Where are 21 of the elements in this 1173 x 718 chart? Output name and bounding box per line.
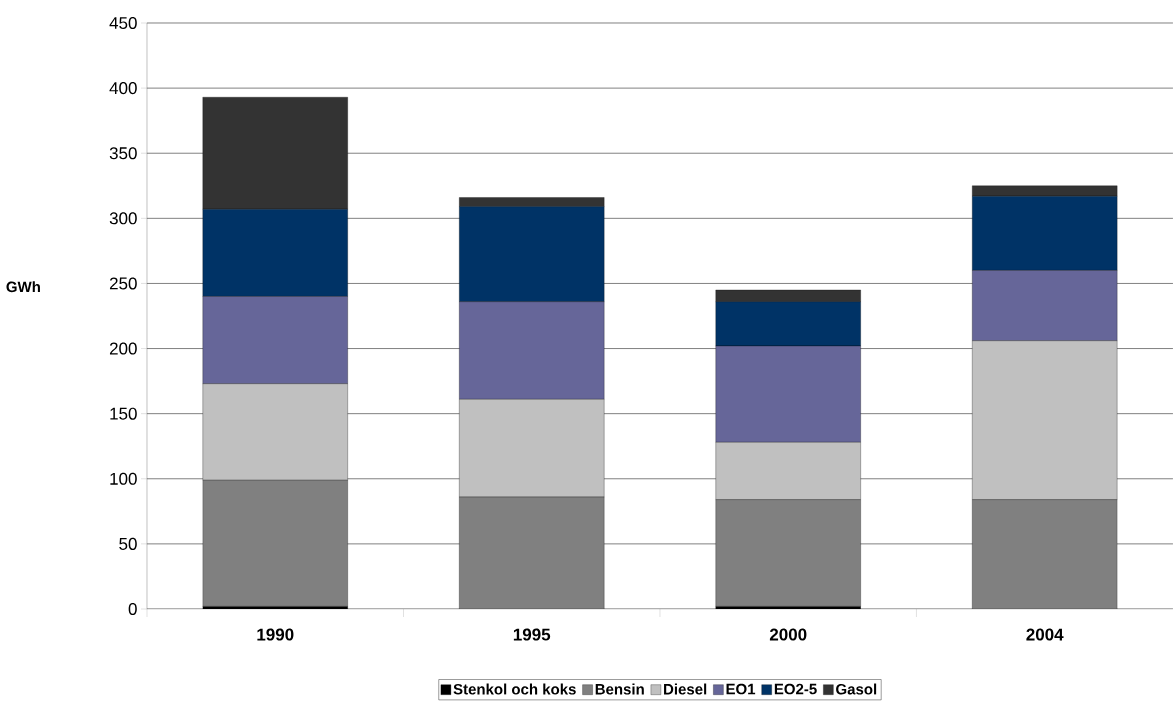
y-tick-label: 200 bbox=[109, 342, 137, 355]
legend-label: EO1 bbox=[726, 683, 756, 695]
y-tick-label: 250 bbox=[109, 277, 137, 290]
y-tick-label: 300 bbox=[109, 212, 137, 225]
x-tick-label: 2004 bbox=[1026, 628, 1064, 641]
legend-label: EO2-5 bbox=[774, 683, 817, 695]
x-tick-label: 1995 bbox=[513, 628, 551, 641]
legend-label: Bensin bbox=[595, 683, 644, 695]
legend-label: Gasol bbox=[836, 683, 877, 695]
legend-label: Diesel bbox=[664, 683, 707, 695]
x-tick-label: 2000 bbox=[769, 628, 807, 641]
legend-label: Stenkol och koks bbox=[453, 683, 576, 695]
y-tick-label: 50 bbox=[119, 537, 137, 550]
x-tick-label: 1990 bbox=[257, 628, 294, 641]
y-tick-label: 350 bbox=[109, 147, 137, 160]
y-axis-title: GWh bbox=[6, 281, 40, 293]
y-tick-label: 400 bbox=[109, 82, 137, 95]
y-tick-label: 0 bbox=[128, 602, 137, 616]
y-tick-label: 450 bbox=[109, 16, 137, 30]
y-tick-label: 100 bbox=[110, 472, 137, 485]
y-tick-label: 150 bbox=[110, 407, 137, 420]
